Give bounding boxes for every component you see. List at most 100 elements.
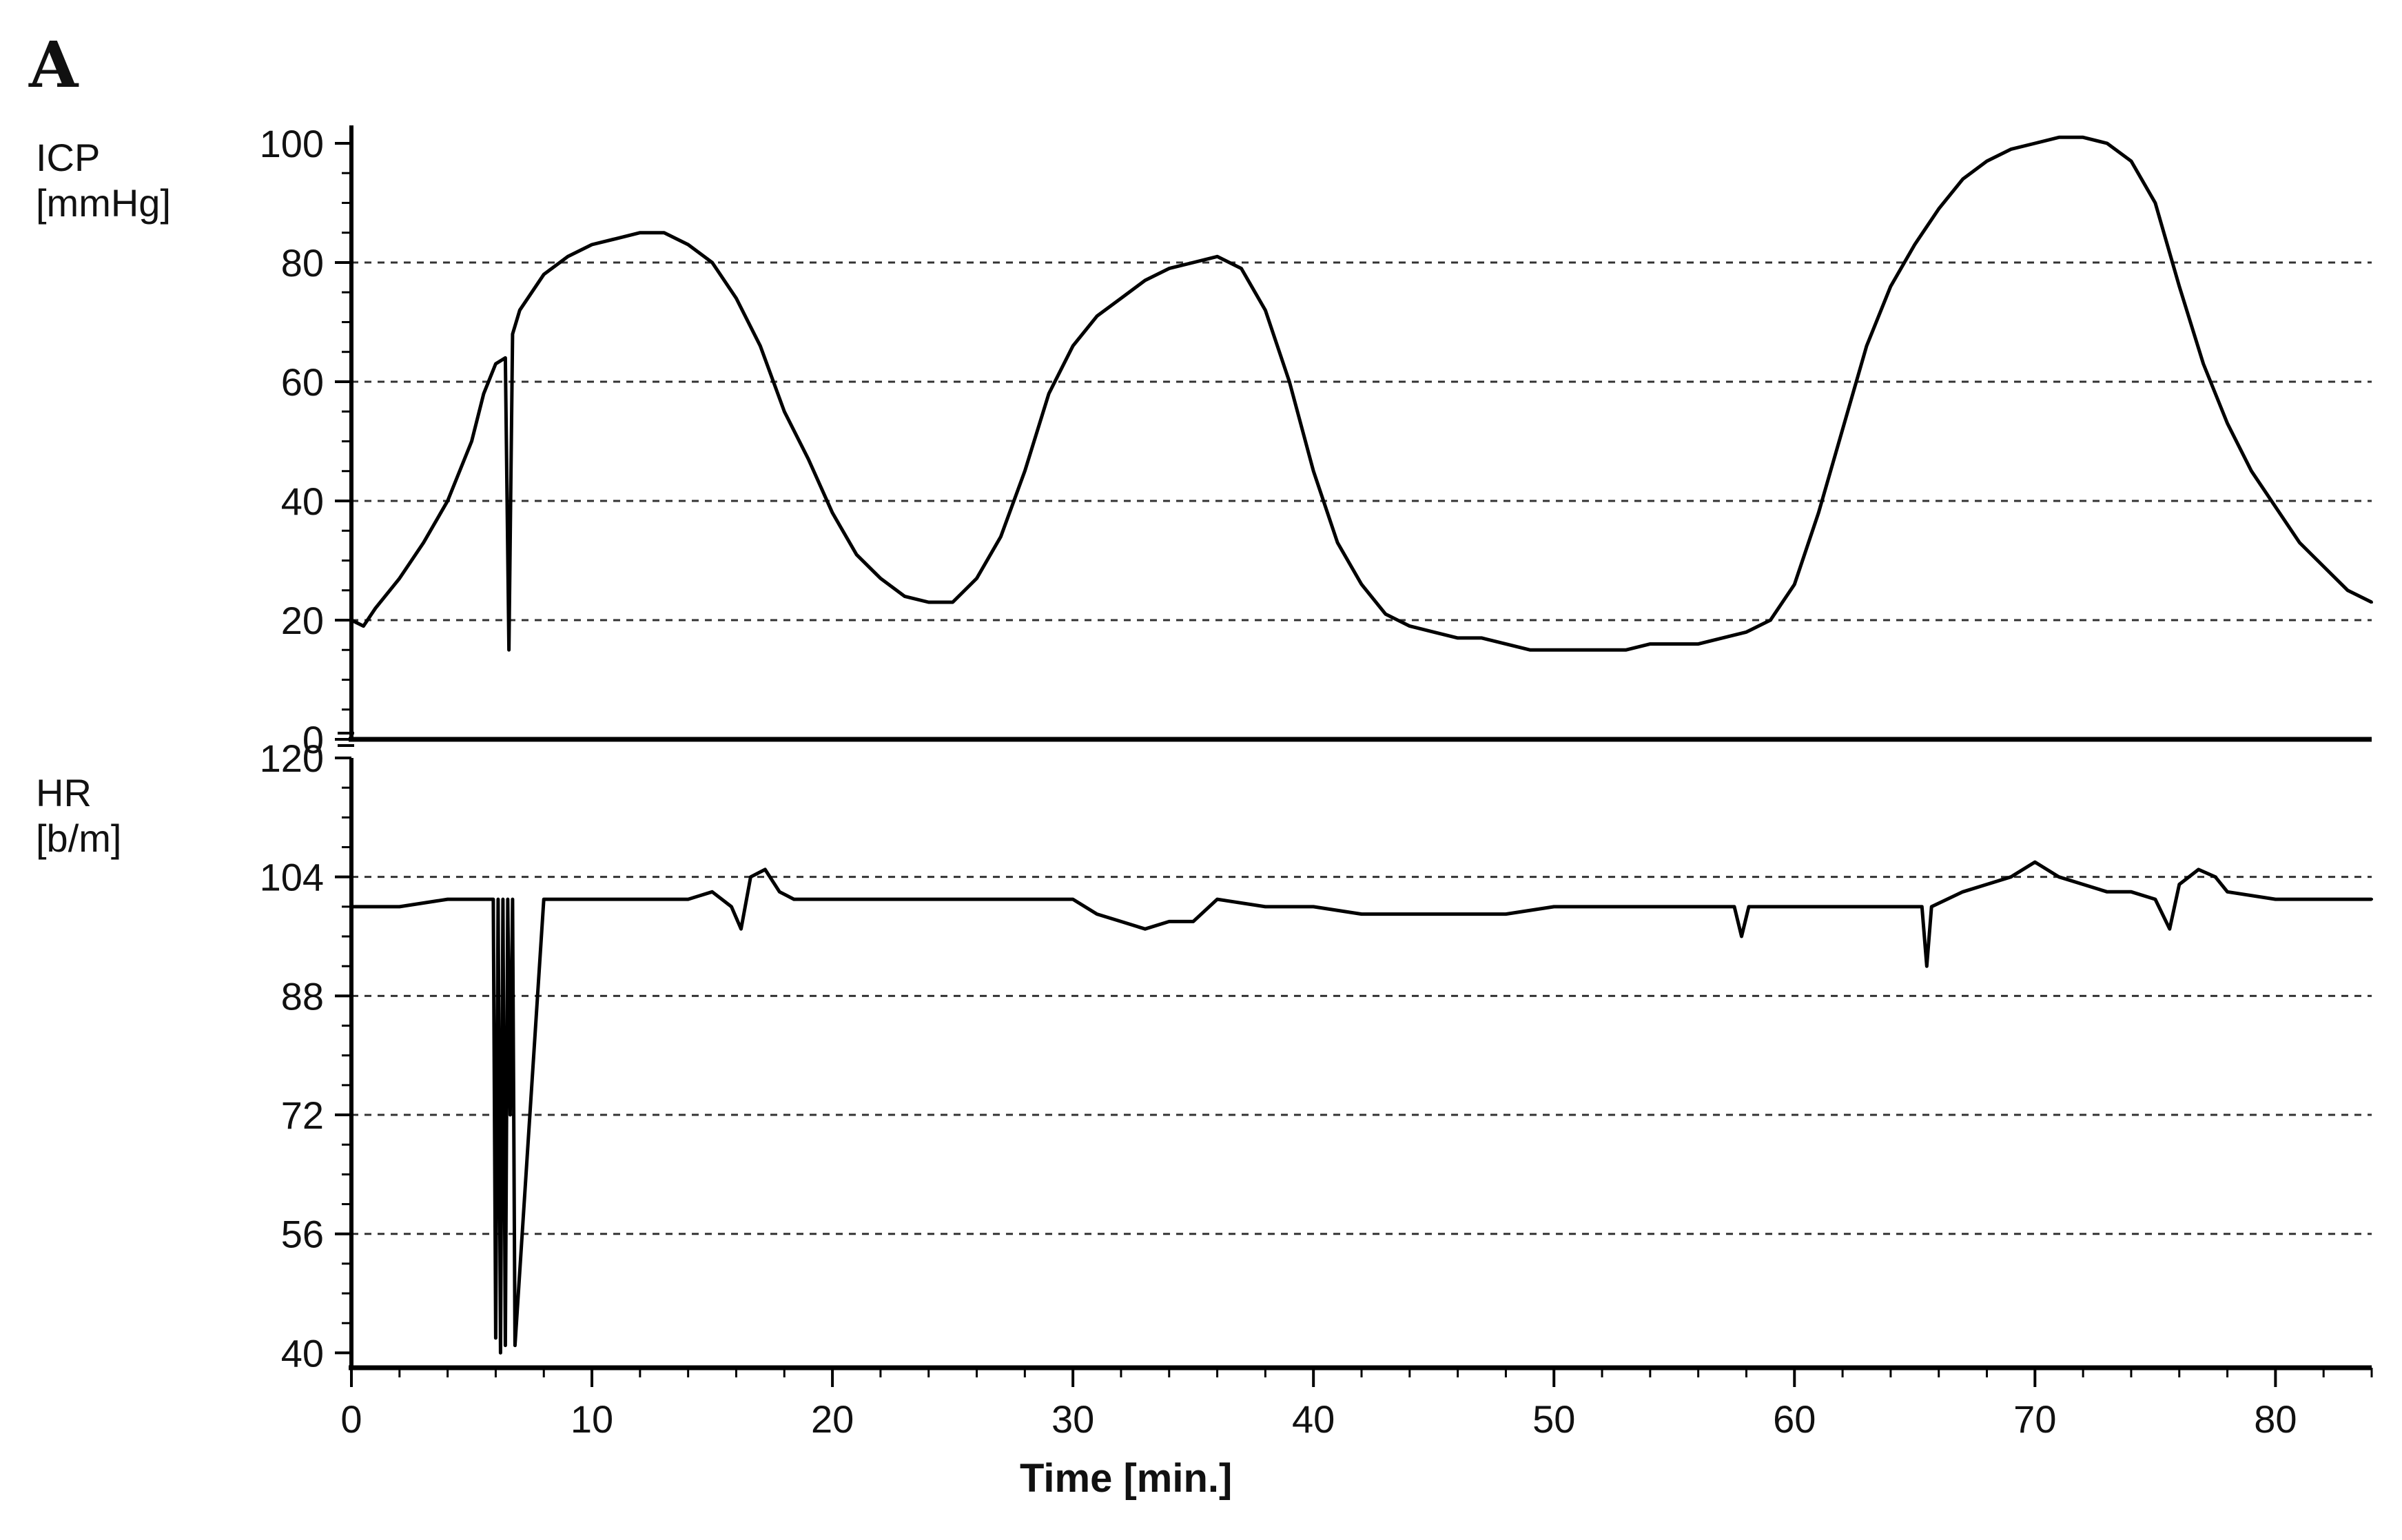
icp-data-point bbox=[1648, 642, 1652, 646]
hr-y-tick-label-0: 40 bbox=[281, 1331, 324, 1375]
icp-data-point bbox=[470, 440, 473, 443]
hr-data-point bbox=[494, 1336, 497, 1339]
hr-data-point bbox=[1167, 920, 1171, 923]
hr-y-tick-label-1: 56 bbox=[281, 1213, 324, 1256]
icp-series-line-0 bbox=[350, 135, 2373, 652]
hr-data-point bbox=[1889, 905, 1892, 908]
hr-data-point bbox=[1920, 905, 1924, 908]
hr-data-point bbox=[591, 898, 594, 901]
icp-data-point bbox=[1985, 159, 1989, 163]
hr-data-point bbox=[710, 890, 714, 894]
hr-data-point bbox=[1096, 912, 1099, 916]
hr-data-point bbox=[1119, 920, 1122, 923]
hr-data-point bbox=[1985, 883, 1989, 886]
hr-data-point bbox=[1552, 905, 1556, 908]
icp-data-point bbox=[591, 243, 594, 247]
hr-data-point bbox=[398, 905, 401, 908]
icp-axis-label: ICP bbox=[36, 136, 101, 179]
icp-data-point bbox=[855, 553, 858, 556]
panel-label: A bbox=[29, 28, 79, 102]
hr-data-point bbox=[501, 898, 504, 901]
icp-data-point bbox=[1817, 511, 1820, 515]
icp-data-point bbox=[1769, 618, 1772, 622]
icp-data-point bbox=[542, 273, 546, 276]
icp-y-tick-label-1: 20 bbox=[281, 599, 324, 642]
hr-data-point bbox=[2129, 890, 2133, 894]
icp-data-point bbox=[1889, 285, 1892, 288]
icp-data-point bbox=[1384, 613, 1387, 616]
hr-data-point bbox=[2033, 861, 2037, 864]
icp-data-point bbox=[1191, 260, 1195, 264]
icp-data-point bbox=[927, 601, 930, 604]
icp-data-point bbox=[1552, 648, 1556, 652]
x-tick-label-8: 80 bbox=[2254, 1397, 2297, 1441]
hr-data-point bbox=[2057, 875, 2061, 879]
icp-data-point bbox=[2201, 362, 2205, 366]
icp-data-point bbox=[2370, 601, 2373, 604]
icp-data-point bbox=[1023, 469, 1027, 473]
hr-data-point bbox=[686, 898, 690, 901]
icp-y-tick-label-4: 80 bbox=[281, 241, 324, 285]
hr-data-point bbox=[1312, 905, 1315, 908]
icp-data-point bbox=[879, 577, 882, 580]
hr-data-point bbox=[2214, 875, 2217, 879]
icp-data-point bbox=[1360, 583, 1363, 586]
icp-data-point bbox=[735, 296, 738, 300]
icp-data-point bbox=[1937, 207, 1940, 211]
hr-data-point bbox=[491, 898, 495, 901]
icp-data-point bbox=[1288, 380, 1291, 383]
icp-data-point bbox=[1167, 267, 1171, 270]
icp-data-point bbox=[350, 618, 353, 622]
hr-data-point bbox=[1747, 905, 1750, 908]
icp-data-point bbox=[2153, 201, 2157, 205]
hr-data-point bbox=[1023, 898, 1027, 901]
hr-data-point bbox=[638, 898, 641, 901]
icp-data-point bbox=[2226, 422, 2229, 425]
hr-data-point bbox=[1733, 905, 1736, 908]
hr-data-point bbox=[927, 898, 930, 901]
icp-data-point bbox=[1312, 469, 1315, 473]
icp-data-point bbox=[2177, 285, 2181, 288]
icp-data-point bbox=[2082, 136, 2085, 139]
icp-y-tick-label-5: 100 bbox=[260, 122, 324, 165]
hr-data-point bbox=[1793, 905, 1796, 908]
icp-data-point bbox=[1336, 541, 1339, 544]
hr-series-line-0 bbox=[351, 860, 2372, 1355]
x-tick-label-3: 30 bbox=[1051, 1397, 1094, 1441]
icp-data-point bbox=[710, 260, 714, 264]
hr-data-point bbox=[778, 890, 781, 894]
hr-data-point bbox=[499, 1351, 502, 1355]
hr-data-point bbox=[2370, 898, 2373, 901]
icp-data-point bbox=[2346, 588, 2350, 592]
icp-data-point bbox=[1071, 345, 1075, 348]
icp-data-point bbox=[1961, 177, 1964, 181]
hr-data-point bbox=[1071, 898, 1075, 901]
hr-data-point bbox=[1456, 912, 1459, 916]
icp-data-point bbox=[1577, 648, 1580, 652]
hr-data-point bbox=[1925, 965, 1929, 968]
x-tick-label-5: 50 bbox=[1532, 1397, 1575, 1441]
icp-axis-title: ICP [mmHg] bbox=[36, 135, 171, 226]
icp-data-point bbox=[2322, 565, 2326, 568]
hr-data-point bbox=[1143, 927, 1147, 931]
hr-y-tick-label-5: 120 bbox=[260, 737, 324, 780]
hr-data-point bbox=[2322, 898, 2326, 901]
icp-data-point bbox=[1240, 267, 1243, 270]
icp-data-point bbox=[1504, 642, 1508, 646]
icp-data-point bbox=[2129, 159, 2133, 163]
icp-data-point bbox=[1215, 255, 1219, 258]
hr-data-point bbox=[350, 905, 353, 908]
icp-data-point bbox=[759, 345, 762, 348]
icp-data-point bbox=[2033, 141, 2037, 145]
icp-data-point bbox=[362, 624, 365, 628]
hr-y-tick-label-3: 88 bbox=[281, 974, 324, 1018]
hr-data-point bbox=[1961, 890, 1964, 894]
icp-data-point bbox=[1480, 636, 1484, 639]
icp-data-point bbox=[494, 362, 497, 366]
hr-data-point bbox=[1360, 912, 1363, 916]
x-tick-label-4: 40 bbox=[1292, 1397, 1335, 1441]
icp-data-point bbox=[638, 231, 641, 234]
icp-data-point bbox=[783, 410, 786, 413]
hr-data-point bbox=[2274, 898, 2277, 901]
